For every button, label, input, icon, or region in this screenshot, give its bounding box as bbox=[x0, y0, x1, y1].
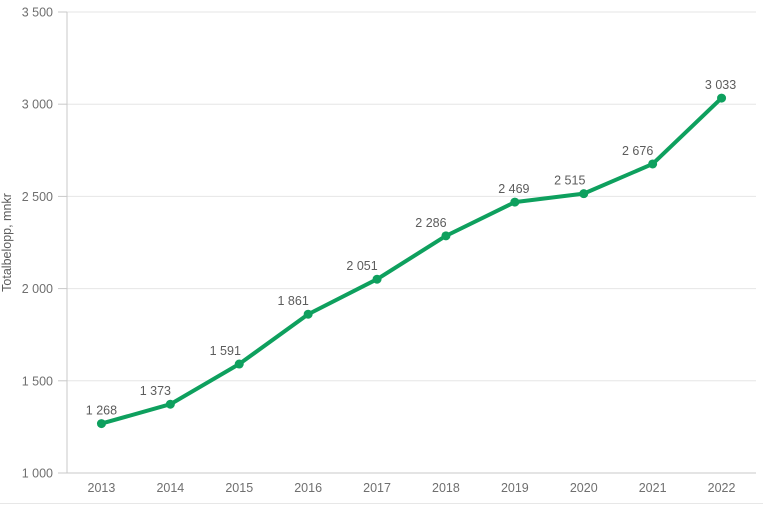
y-tick-label: 1 500 bbox=[22, 374, 53, 388]
data-point-marker[interactable] bbox=[234, 359, 244, 369]
data-point-label: 1 591 bbox=[210, 344, 241, 358]
data-point-marker[interactable] bbox=[648, 159, 658, 169]
data-point-marker[interactable] bbox=[717, 93, 727, 103]
x-axis-label: 2020 bbox=[570, 481, 598, 495]
data-point-label: 2 676 bbox=[622, 144, 653, 158]
y-tick-label: 2 500 bbox=[22, 190, 53, 204]
x-axis-label: 2022 bbox=[708, 481, 736, 495]
bottom-divider bbox=[0, 503, 763, 504]
y-axis-title: Totalbelopp, mnkr bbox=[0, 193, 14, 292]
x-axis-label: 2013 bbox=[88, 481, 116, 495]
x-axis-label: 2018 bbox=[432, 481, 460, 495]
y-tick-label: 1 000 bbox=[22, 467, 53, 481]
x-axis-label: 2021 bbox=[639, 481, 667, 495]
y-tick-label: 2 000 bbox=[22, 282, 53, 296]
x-axis-label: 2015 bbox=[225, 481, 253, 495]
x-axis-label: 2019 bbox=[501, 481, 529, 495]
y-tick-label: 3 000 bbox=[22, 98, 53, 112]
data-point-label: 3 033 bbox=[705, 78, 736, 92]
data-point-marker[interactable] bbox=[372, 274, 382, 284]
data-point-label: 1 373 bbox=[140, 384, 171, 398]
data-point-marker[interactable] bbox=[303, 309, 313, 319]
y-tick-label: 3 500 bbox=[22, 6, 53, 20]
x-axis-label: 2017 bbox=[363, 481, 391, 495]
data-point-label: 1 268 bbox=[86, 404, 117, 418]
data-point-label: 2 515 bbox=[554, 174, 585, 188]
x-axis-label: 2016 bbox=[294, 481, 322, 495]
data-point-marker[interactable] bbox=[441, 231, 451, 241]
data-point-marker[interactable] bbox=[510, 197, 520, 207]
data-point-label: 2 286 bbox=[415, 216, 446, 230]
x-axis-label: 2014 bbox=[156, 481, 184, 495]
data-point-label: 2 051 bbox=[346, 259, 377, 273]
series-line[interactable] bbox=[99, 96, 724, 426]
data-point-marker[interactable] bbox=[96, 419, 106, 429]
data-point-label: 2 469 bbox=[498, 182, 529, 196]
data-point-marker[interactable] bbox=[165, 399, 175, 409]
data-point-label: 1 861 bbox=[278, 294, 309, 308]
data-point-marker[interactable] bbox=[579, 189, 589, 199]
